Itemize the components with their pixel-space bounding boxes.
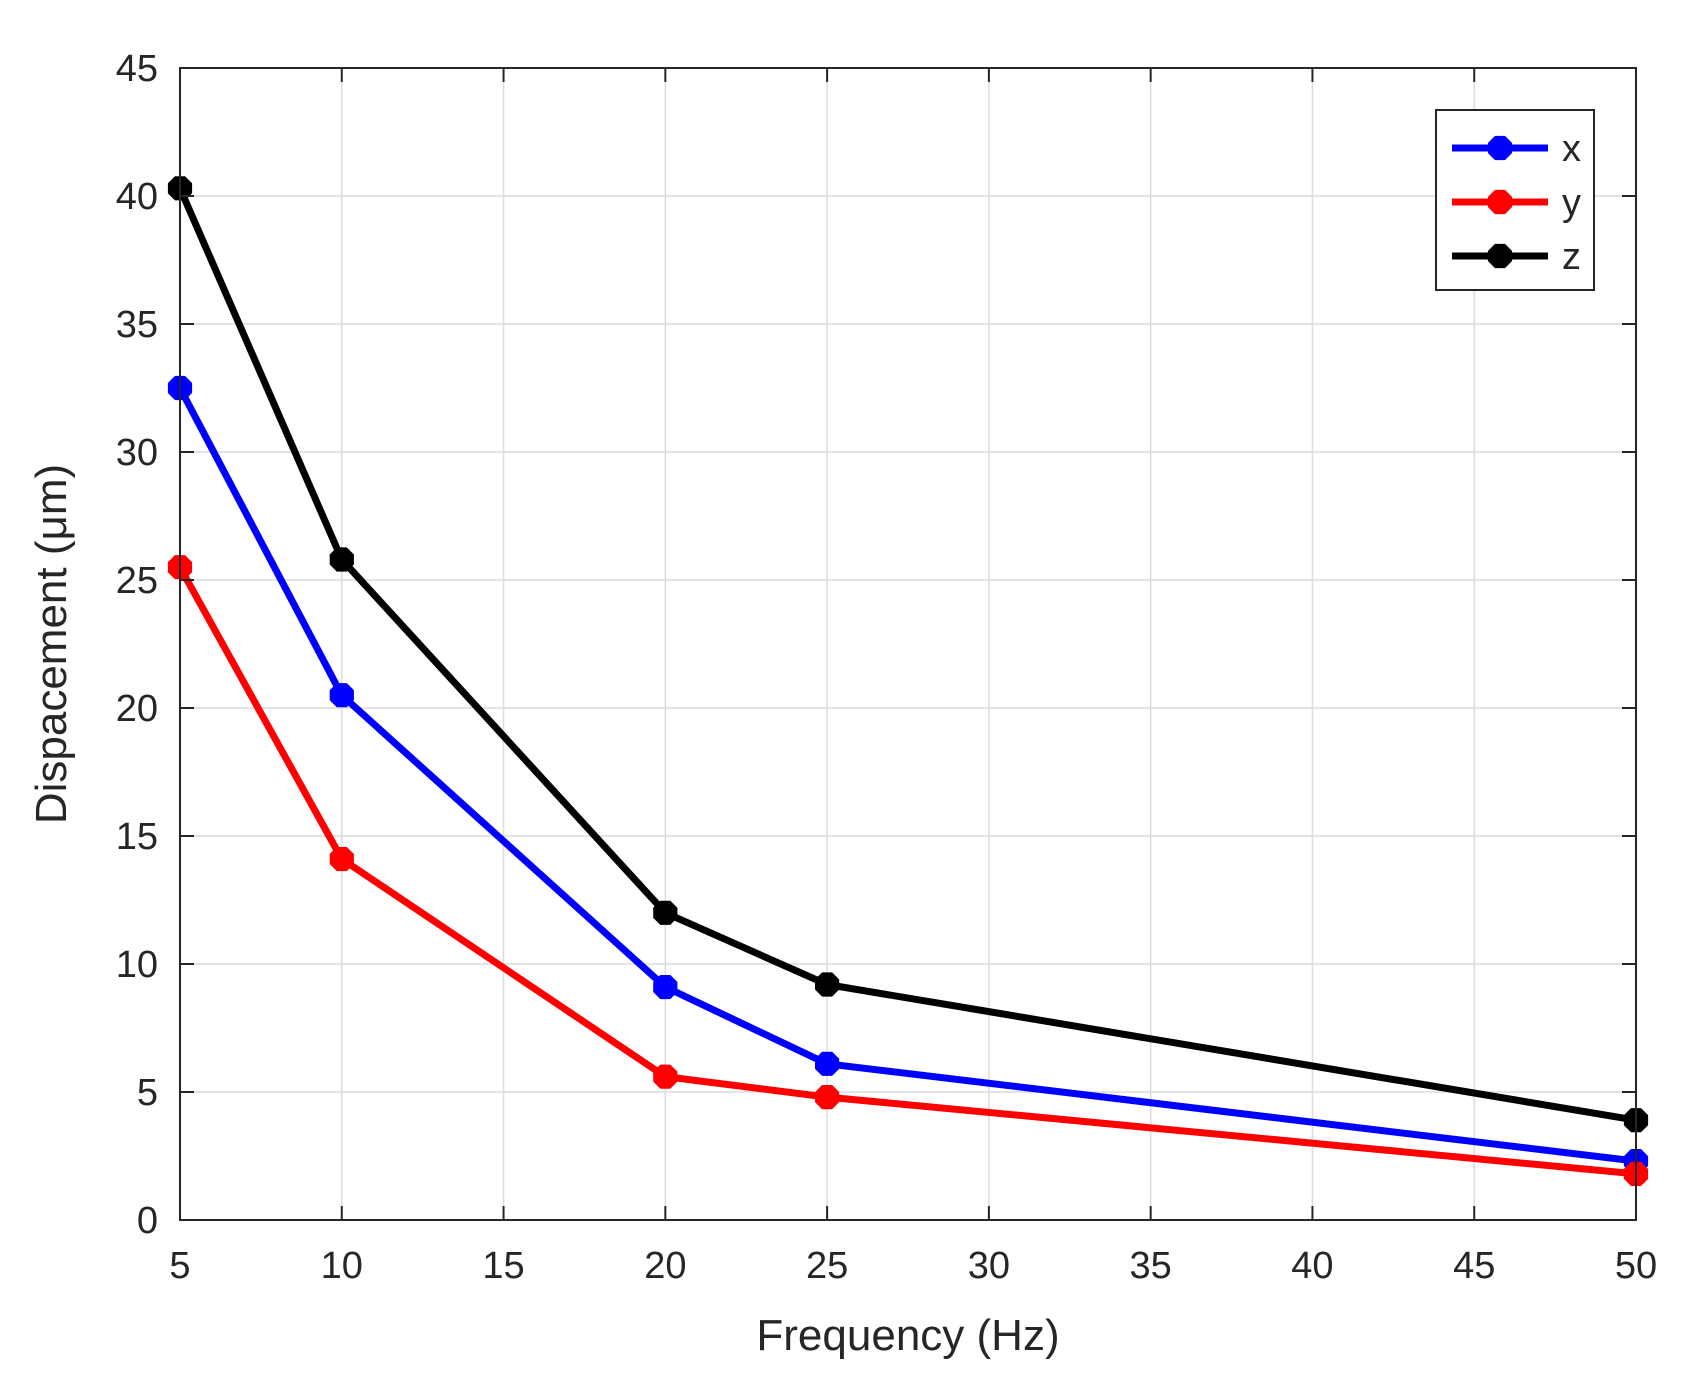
series-z — [167, 176, 1649, 1133]
series-group — [167, 176, 1649, 1186]
y-tick-label: 30 — [116, 432, 158, 474]
data-point-z — [815, 972, 840, 997]
x-tick-label: 35 — [1130, 1245, 1172, 1287]
legend-label-z: z — [1562, 236, 1581, 278]
y-tick-label: 10 — [116, 944, 158, 986]
y-tick-label: 15 — [116, 816, 158, 858]
series-x — [167, 375, 1649, 1174]
y-tick-label: 40 — [116, 176, 158, 218]
data-point-y — [653, 1064, 678, 1089]
x-tick-label: 20 — [644, 1245, 686, 1287]
legend-marker-y — [1487, 189, 1513, 215]
x-axis-label: Frequency (Hz) — [756, 1311, 1059, 1360]
y-tick-label: 25 — [116, 560, 158, 602]
series-y — [167, 555, 1649, 1186]
data-point-z — [329, 547, 354, 572]
x-tick-label: 45 — [1453, 1245, 1495, 1287]
data-point-x — [329, 683, 354, 708]
y-tick-label: 45 — [116, 48, 158, 90]
legend-label-y: y — [1562, 182, 1581, 224]
data-point-x — [653, 975, 678, 1000]
x-tick-label: 15 — [482, 1245, 524, 1287]
x-tick-label: 50 — [1615, 1245, 1657, 1287]
y-axis-label: Dispacement (μm) — [27, 464, 76, 824]
x-tick-label: 40 — [1291, 1245, 1333, 1287]
data-point-z — [653, 900, 678, 925]
y-tick-label: 35 — [116, 304, 158, 346]
y-tick-label: 5 — [137, 1072, 158, 1114]
plot-frame — [179, 67, 1637, 1221]
x-tick-label: 25 — [806, 1245, 848, 1287]
legend-label-x: x — [1562, 128, 1581, 170]
data-point-y — [815, 1085, 840, 1110]
data-point-x — [815, 1051, 840, 1076]
legend-marker-z — [1487, 243, 1513, 269]
y-tick-label: 20 — [116, 688, 158, 730]
y-tick-label: 0 — [137, 1200, 158, 1242]
x-tick-label: 5 — [169, 1245, 190, 1287]
x-tick-label: 30 — [968, 1245, 1010, 1287]
x-tick-label: 10 — [321, 1245, 363, 1287]
legend: xyz — [1435, 109, 1595, 291]
tick-marks — [179, 67, 1637, 1221]
data-point-y — [329, 847, 354, 872]
legend-marker-x — [1487, 135, 1513, 161]
